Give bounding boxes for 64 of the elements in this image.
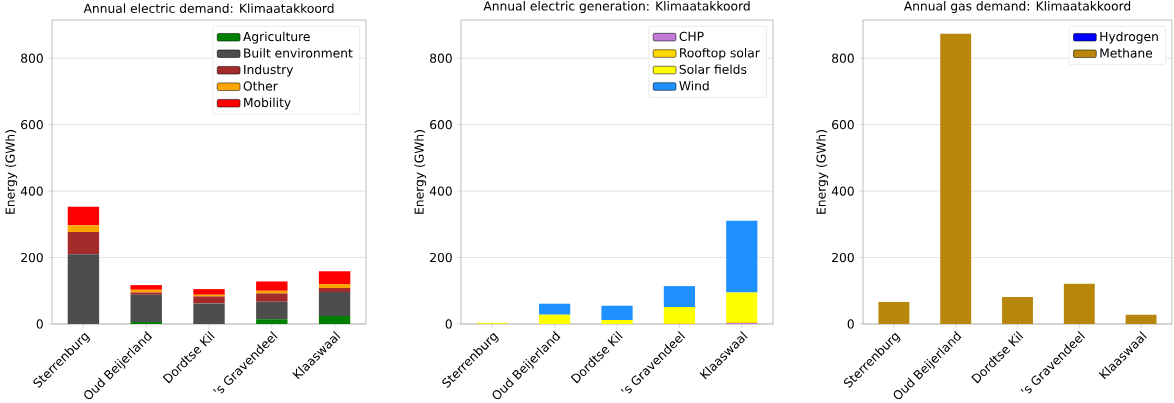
bar (193, 296, 225, 304)
bar (256, 281, 288, 291)
y-axis-title: Energy (GWh) (414, 130, 427, 214)
y-tick-label: 400 (831, 186, 854, 196)
bar (940, 33, 972, 324)
legend-label: Other (243, 81, 278, 91)
bar (878, 302, 910, 324)
legend-label: Methane (1100, 48, 1153, 58)
bar (663, 307, 695, 323)
bar (318, 292, 351, 317)
y-tick-label: 800 (430, 53, 452, 63)
bar (256, 319, 288, 324)
y-tick-label: 0 (847, 319, 854, 329)
legend-label: CHP (679, 31, 704, 41)
bar (1063, 283, 1095, 324)
y-tick-label: 600 (21, 120, 43, 130)
bar (130, 321, 162, 324)
bar (601, 305, 633, 320)
legend-label: Hydrogen (1100, 31, 1158, 44)
bar (193, 303, 225, 324)
y-tick-label: 200 (430, 252, 452, 263)
bar (318, 271, 351, 285)
bar (130, 285, 162, 290)
legend-label: Wind (679, 80, 709, 91)
legend-label: Rooftop solar (680, 47, 760, 60)
bar (130, 294, 162, 322)
y-axis-title: Energy (GWh) (816, 130, 829, 214)
y-tick-label: 400 (20, 186, 43, 196)
bar (67, 231, 100, 255)
y-tick-label: 400 (429, 186, 452, 196)
bar (256, 293, 288, 302)
chart-title: Annual gas demand: Klimaatakkoord (903, 1, 1131, 13)
bar (539, 303, 571, 315)
bar (539, 314, 571, 324)
y-tick-label: 0 (36, 319, 43, 329)
bar (67, 225, 100, 232)
bar (601, 320, 633, 324)
y-tick-label: 600 (832, 120, 854, 130)
bar (318, 284, 351, 289)
y-tick-label: 800 (832, 53, 854, 63)
legend-label: Mobility (244, 97, 291, 110)
bar (67, 254, 100, 324)
bar (67, 206, 100, 226)
legend-label: Industry (244, 64, 294, 77)
bar (1125, 314, 1157, 324)
legend-label: Solar fields (679, 64, 747, 74)
y-tick-label: 800 (21, 53, 43, 63)
y-tick-label: 600 (430, 120, 452, 130)
bar (193, 289, 225, 295)
y-tick-label: 200 (21, 252, 43, 263)
bar (1002, 297, 1033, 324)
chart-title: Annual electric demand: Klimaatakkoord (83, 3, 334, 13)
bar (726, 220, 758, 293)
y-axis-title: Energy (GWh) (5, 130, 18, 214)
chart-title: Annual electric generation: Klimaatakkoord (483, 1, 750, 13)
bar (663, 286, 695, 308)
y-tick-label: 200 (832, 252, 854, 263)
bar (726, 292, 758, 322)
bar (318, 316, 351, 324)
legend-label: Agriculture (243, 31, 310, 44)
bar (318, 288, 351, 293)
y-tick-label: 0 (445, 319, 452, 329)
legend-label: Built environment (244, 48, 353, 58)
bar (256, 301, 288, 320)
